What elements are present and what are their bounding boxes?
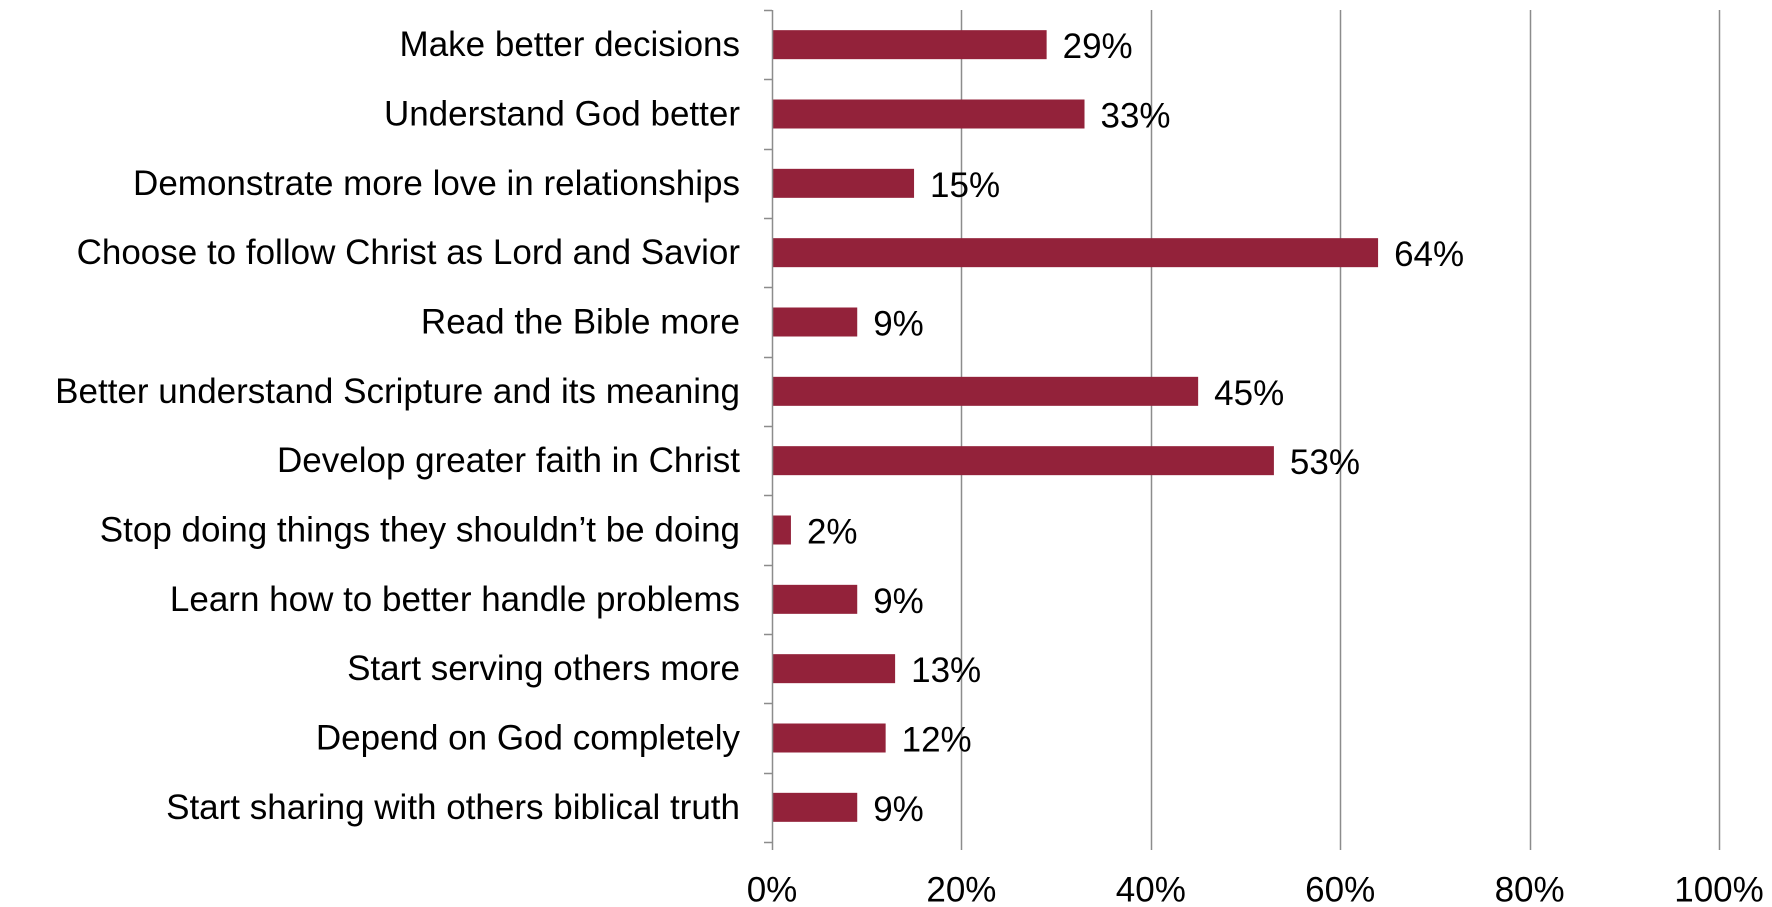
category-label: Learn how to better handle problems [170, 580, 740, 619]
x-tick-label: 0% [747, 871, 798, 907]
bar [772, 376, 1199, 406]
x-tick-label: 20% [926, 871, 996, 907]
x-tick-label: 60% [1305, 871, 1375, 907]
category-label: Read the Bible more [421, 303, 740, 342]
category-label: Better understand Scripture and its mean… [55, 372, 740, 411]
bar [772, 168, 915, 198]
category-label: Depend on God completely [316, 719, 741, 758]
data-label: 2% [807, 513, 858, 552]
data-label: 9% [873, 790, 924, 829]
category-label: Demonstrate more love in relationships [133, 164, 740, 203]
category-label: Start sharing with others biblical truth [166, 788, 740, 827]
bar [772, 515, 791, 545]
bar [772, 99, 1085, 129]
data-label: 9% [873, 305, 924, 344]
gridlines [960, 10, 1721, 842]
category-label: Stop doing things they shouldn’t be doin… [100, 511, 740, 550]
labels: Make better decisions 29% Understand God b… [55, 25, 1764, 907]
bar [772, 792, 858, 822]
data-label: 15% [930, 166, 1000, 205]
data-label: 29% [1063, 27, 1133, 66]
bar [772, 654, 896, 684]
bar [772, 307, 858, 337]
data-label: 12% [902, 721, 972, 760]
category-label: Start serving others more [347, 649, 740, 688]
x-tick-label: 80% [1495, 871, 1565, 907]
category-label: Understand God better [384, 95, 740, 134]
bar [772, 446, 1274, 476]
data-label: 13% [911, 651, 981, 690]
category-label: Develop greater faith in Christ [277, 441, 740, 480]
data-label: 33% [1101, 97, 1171, 136]
data-label: 53% [1290, 443, 1360, 482]
data-label: 64% [1394, 235, 1464, 274]
x-tick-label: 100% [1674, 871, 1764, 907]
category-label: Make better decisions [400, 25, 740, 64]
axes [764, 9, 1721, 850]
data-label: 45% [1214, 374, 1284, 413]
category-label: Choose to follow Christ as Lord and Savi… [77, 233, 741, 272]
data-label: 9% [873, 582, 924, 621]
bar [772, 723, 886, 753]
bar [772, 584, 858, 614]
bars [772, 30, 1379, 822]
x-tick-label: 40% [1116, 871, 1186, 907]
bar [772, 238, 1379, 268]
bar [772, 30, 1047, 60]
